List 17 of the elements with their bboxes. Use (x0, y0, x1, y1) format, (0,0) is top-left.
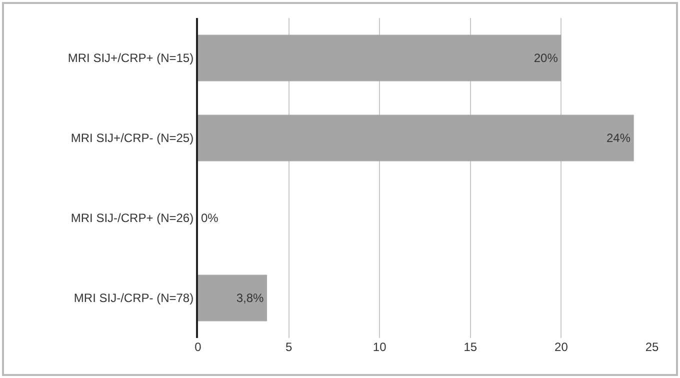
data-label: 24% (606, 131, 631, 145)
x-tick-label: 25 (645, 340, 659, 354)
x-tick-label: 0 (194, 340, 202, 354)
y-tick-label: MRI SIJ+/CRP- (N=25) (70, 131, 194, 146)
x-tick-label: 20 (554, 340, 568, 354)
x-tick-label: 5 (285, 340, 292, 354)
y-tick-label: MRI SIJ+/CRP+ (N=15) (68, 51, 194, 66)
y-tick-label: MRI SIJ-/CRP- (N=78) (74, 291, 194, 306)
x-tick-label: 15 (464, 340, 478, 354)
y-tick-label: MRI SIJ-/CRP+ (N=26) (70, 211, 194, 226)
data-label: 3,8% (236, 291, 264, 305)
bar (198, 34, 562, 82)
bar (198, 274, 268, 322)
data-label: 0% (201, 211, 219, 225)
bar (198, 114, 634, 162)
x-tick-label: 10 (372, 340, 387, 354)
data-label: 20% (534, 51, 558, 65)
